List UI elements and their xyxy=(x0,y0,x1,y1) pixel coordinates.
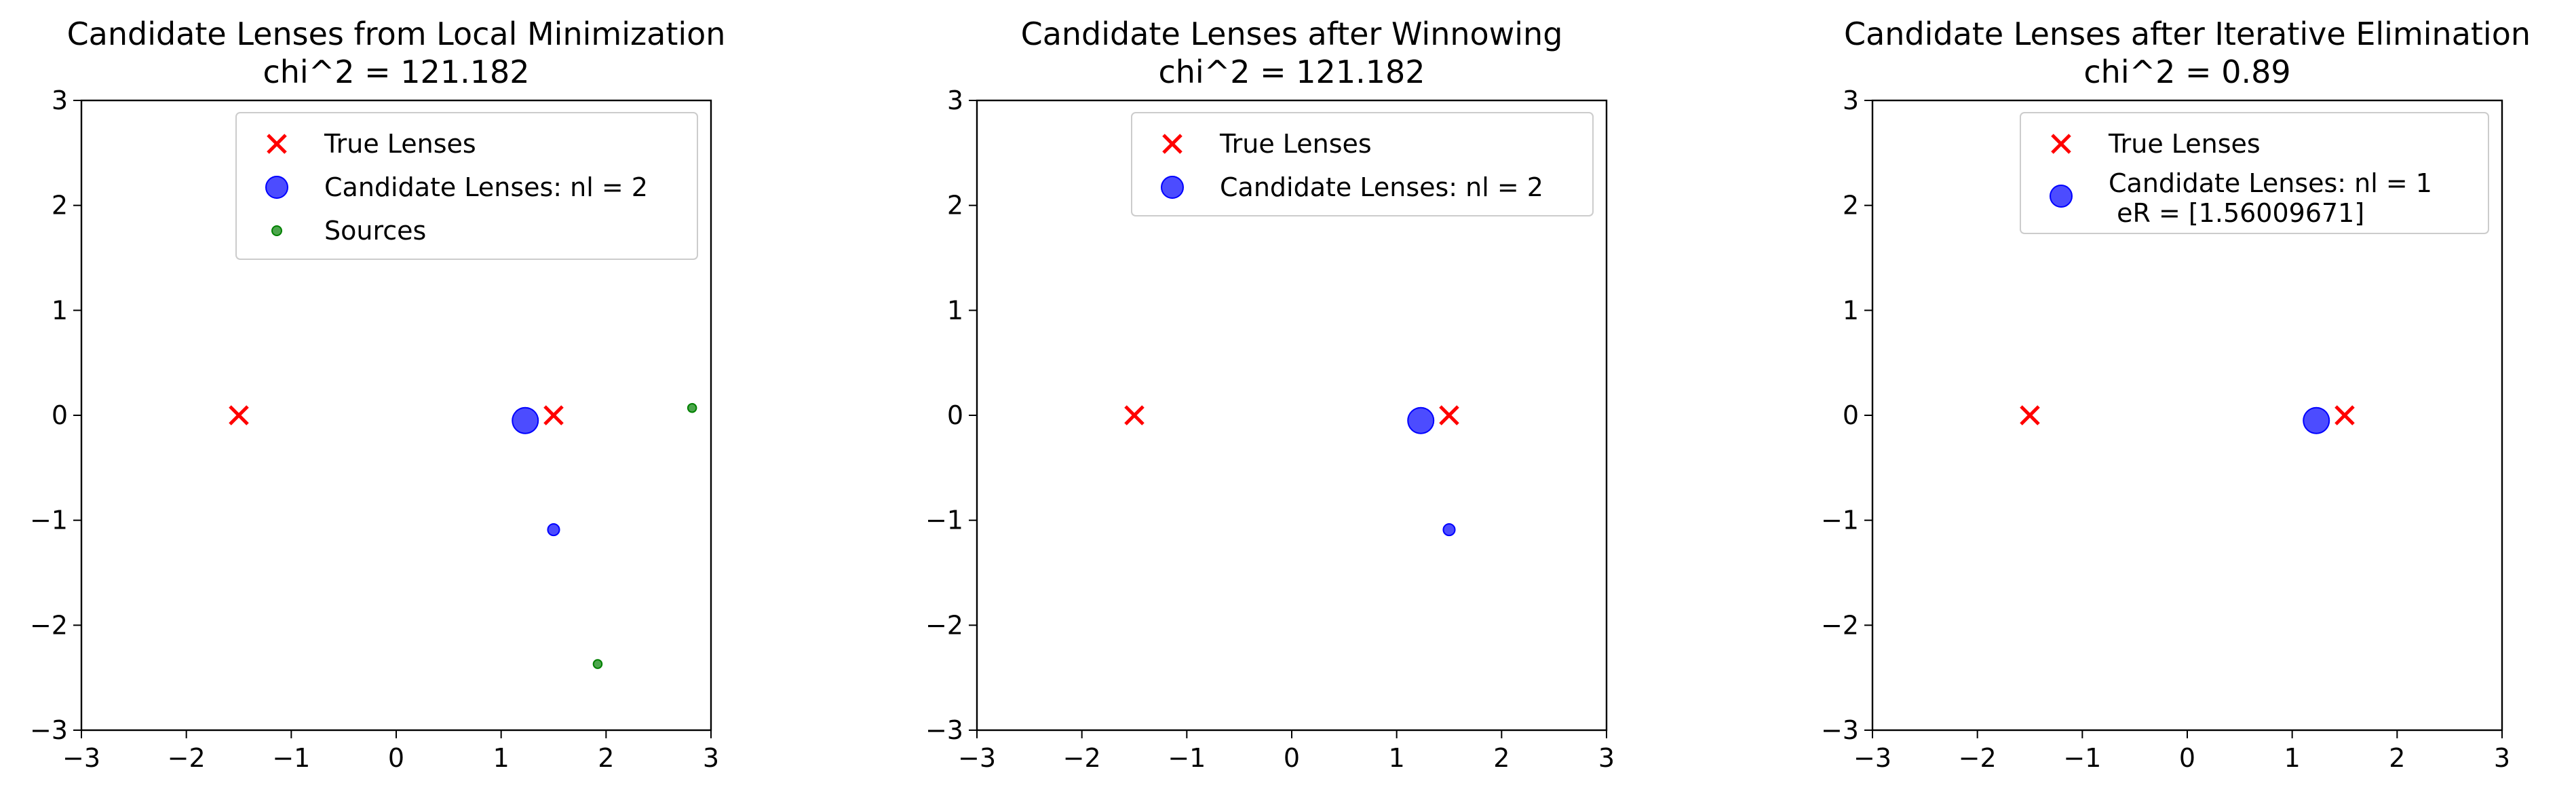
y-tick-label: −3 xyxy=(1821,715,1859,745)
y-tick-label: −1 xyxy=(30,506,68,535)
x-tick-label: 3 xyxy=(2494,743,2510,773)
legend-box xyxy=(235,112,698,260)
x-tick-label: −1 xyxy=(1168,743,1206,773)
y-tick-label: 0 xyxy=(1843,400,1859,430)
legend-box xyxy=(1131,112,1594,216)
legend-label: True Lenses xyxy=(2108,129,2261,159)
y-tick-label: 2 xyxy=(1843,191,1859,221)
x-tick-label: 2 xyxy=(2389,743,2405,773)
y-tick-label: 3 xyxy=(52,86,68,115)
x-tick-label: −3 xyxy=(62,743,100,773)
y-tick-label: 3 xyxy=(1843,86,1859,115)
x-tick-label: −1 xyxy=(272,743,310,773)
y-tick-label: −2 xyxy=(1821,610,1859,640)
x-tick-label: 1 xyxy=(1389,743,1405,773)
chart-panel-3: Candidate Lenses after Iterative Elimina… xyxy=(1821,16,2531,773)
x-tick-label: −2 xyxy=(168,743,206,773)
x-tick-label: 2 xyxy=(1493,743,1510,773)
legend-label: Candidate Lenses: nl = 2 xyxy=(1220,172,1543,202)
chart-subtitle: chi^2 = 0.89 xyxy=(2083,54,2290,90)
source-point xyxy=(687,402,697,413)
x-tick-label: 1 xyxy=(2284,743,2301,773)
legend-label: Candidate Lenses: nl = 2 xyxy=(324,172,648,202)
true-lens-marker xyxy=(1439,405,1459,425)
y-tick-label: −1 xyxy=(925,506,963,535)
legend-true-lens-marker xyxy=(2051,134,2071,154)
candidate-lens-point xyxy=(512,406,539,434)
true-lens-marker xyxy=(2020,405,2040,425)
x-tick-label: 3 xyxy=(1598,743,1615,773)
candidate-lens-point xyxy=(2303,406,2330,434)
chart-panel-1: Candidate Lenses from Local Minimization… xyxy=(30,16,725,773)
y-tick-label: −2 xyxy=(30,610,68,640)
legend-candidate-marker xyxy=(1161,176,1184,199)
chart-subtitle: chi^2 = 121.182 xyxy=(1158,54,1425,90)
candidate-lens-point xyxy=(547,523,560,537)
x-tick-label: 0 xyxy=(2179,743,2195,773)
true-lens-marker xyxy=(2334,405,2355,425)
true-lens-marker xyxy=(229,405,249,425)
chart-title: Candidate Lenses after Iterative Elimina… xyxy=(1844,16,2531,52)
x-tick-label: 3 xyxy=(703,743,719,773)
y-tick-label: 0 xyxy=(947,400,963,430)
candidate-lens-point xyxy=(1407,406,1435,434)
chart-title: Candidate Lenses from Local Minimization xyxy=(67,16,726,52)
legend-true-lens-marker xyxy=(267,134,287,154)
candidate-lens-point xyxy=(1442,523,1456,537)
legend-true-lens-marker xyxy=(1162,134,1183,154)
true-lens-marker xyxy=(543,405,564,425)
y-tick-label: 3 xyxy=(947,86,963,115)
y-tick-label: 0 xyxy=(52,400,68,430)
x-tick-label: −3 xyxy=(958,743,996,773)
y-tick-label: −3 xyxy=(925,715,963,745)
chart-title: Candidate Lenses after Winnowing xyxy=(1021,16,1563,52)
x-tick-label: −2 xyxy=(1063,743,1101,773)
y-tick-label: −2 xyxy=(925,610,963,640)
y-tick-label: 1 xyxy=(947,295,963,325)
x-tick-label: 2 xyxy=(598,743,614,773)
x-tick-label: −2 xyxy=(1959,743,1997,773)
y-tick-label: 1 xyxy=(1843,295,1859,325)
x-tick-label: 0 xyxy=(1284,743,1300,773)
legend-candidate-marker xyxy=(265,176,288,199)
y-tick-label: 2 xyxy=(947,191,963,221)
legend-label: Sources xyxy=(324,216,426,246)
y-tick-label: −1 xyxy=(1821,506,1859,535)
x-tick-label: −1 xyxy=(2063,743,2101,773)
legend-candidate-marker xyxy=(2050,185,2073,208)
y-tick-label: 1 xyxy=(52,295,68,325)
x-tick-label: −3 xyxy=(1853,743,1891,773)
legend-box xyxy=(2020,112,2489,234)
y-tick-label: −3 xyxy=(30,715,68,745)
y-tick-label: 2 xyxy=(52,191,68,221)
legend-label: Candidate Lenses: nl = 1 eR = [1.5600967… xyxy=(2109,168,2432,228)
true-lens-marker xyxy=(1124,405,1145,425)
x-tick-label: 0 xyxy=(388,743,404,773)
x-tick-label: 1 xyxy=(493,743,510,773)
legend-source-marker xyxy=(271,225,282,236)
legend-label: True Lenses xyxy=(1219,129,1372,159)
source-point xyxy=(592,659,603,669)
legend-label: True Lenses xyxy=(324,129,476,159)
chart-subtitle: chi^2 = 121.182 xyxy=(263,54,529,90)
